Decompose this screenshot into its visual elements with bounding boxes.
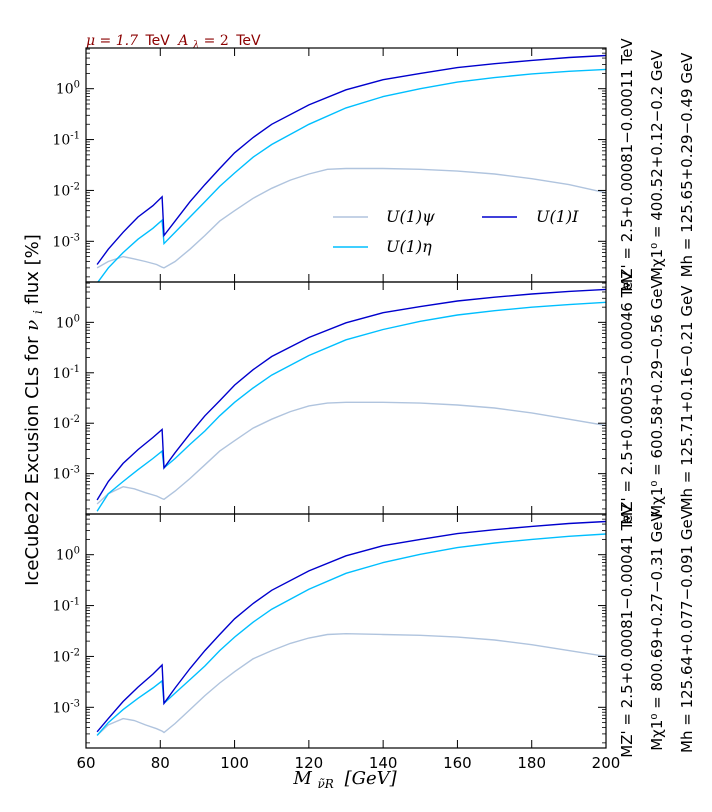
legend-label-eta: U(1)η bbox=[386, 237, 432, 256]
legend: U(1)ψ U(1)η U(1)I bbox=[333, 207, 579, 256]
y-tick-label: 10-1 bbox=[52, 131, 80, 149]
x-tick-label: 60 bbox=[76, 754, 95, 772]
series-line-2 bbox=[96, 533, 606, 736]
side-labels: MZ' = 2.5+0.00081−0.00011 TeV Mχ1⁰ = 400.… bbox=[618, 38, 696, 758]
y-axis-label: IceCube22 Excusion CLs for ν i flux [%] bbox=[22, 234, 47, 586]
y-tick-label: 10-1 bbox=[52, 597, 80, 615]
y-tick-label: 100 bbox=[56, 546, 80, 564]
x-tick-label: 140 bbox=[369, 754, 398, 772]
y-tick-label: 10-2 bbox=[52, 414, 80, 432]
header-mu: μ = 1.7 bbox=[86, 33, 138, 49]
panel-label-mz: MZ' = 2.5+0.00081−0.00041 TeV bbox=[618, 504, 636, 758]
series-line-1 bbox=[96, 632, 606, 736]
x-axis-label-main: M bbox=[292, 768, 312, 789]
series-line-1 bbox=[96, 401, 606, 505]
y-tick-label: 10-2 bbox=[52, 647, 80, 665]
y-axis-label-pre: IceCube22 Excusion CLs for bbox=[22, 331, 43, 586]
x-tick-label: 80 bbox=[151, 754, 170, 772]
x-tick-label: 160 bbox=[443, 754, 472, 772]
panel-label-mh: Mh = 125.65+0.29−0.49 GeV bbox=[678, 52, 696, 278]
y-tick-label: 100 bbox=[56, 313, 80, 331]
y-tick-label: 10-3 bbox=[52, 698, 80, 716]
panel-label-mchi: Mχ1⁰ = 400.52+0.12−0.2 GeV bbox=[648, 49, 666, 280]
panel-3: 100 10-1 10-2 10-3 60 80 100 120 140 160 180 200 bbox=[52, 513, 621, 772]
series-line-2 bbox=[97, 68, 606, 282]
series-line-3 bbox=[96, 54, 606, 265]
header-alambda-eq: = 2 bbox=[204, 33, 229, 49]
panel-1: 100 10-1 10-2 10-3 bbox=[52, 47, 607, 283]
y-tick-label: 10-1 bbox=[52, 364, 80, 382]
legend-label-psi: U(1)ψ bbox=[386, 207, 435, 226]
panel-label-mh: Mh = 125.64+0.077−0.091 GeV bbox=[678, 508, 696, 753]
panel-2: 100 10-1 10-2 10-3 bbox=[52, 281, 607, 515]
y-tick-label: 10-2 bbox=[52, 181, 80, 199]
panel-frame bbox=[85, 281, 607, 515]
y-tick-label: 10-3 bbox=[52, 465, 80, 483]
x-axis-label-unit: [GeV] bbox=[345, 768, 398, 789]
y-tick-label: 10-3 bbox=[52, 232, 80, 250]
panel-frame bbox=[85, 513, 607, 749]
series-line-1 bbox=[96, 167, 606, 269]
panel-label-mchi: Mχ1⁰ = 600.58+0.29−0.56 GeV bbox=[648, 277, 666, 517]
header-mu-unit: TeV bbox=[144, 33, 170, 49]
series-line-3 bbox=[96, 520, 606, 733]
header-alambda-unit: TeV bbox=[235, 33, 261, 49]
panel-label-mchi: Mχ1⁰ = 800.69+0.27−0.31 GeV bbox=[648, 510, 666, 750]
panel-label-mz: MZ' = 2.5+0.00081−0.00011 TeV bbox=[618, 38, 636, 292]
series-line-3 bbox=[96, 288, 606, 501]
x-axis-label: M ν̃R [GeV] bbox=[292, 768, 397, 793]
series-line-2 bbox=[96, 301, 606, 512]
y-axis-label-sub: i bbox=[31, 310, 45, 314]
y-axis-label-nu: ν bbox=[22, 320, 43, 331]
panels-group: 100 10-1 10-2 10-3 100 10-1 10-2 10-3 100 10-1 10-… bbox=[52, 47, 621, 772]
x-axis-label-sub: ν̃R bbox=[318, 777, 334, 791]
y-axis-label-post: flux [%] bbox=[22, 234, 43, 304]
chart-header: μ = 1.7 TeV A λ = 2 TeV bbox=[86, 33, 261, 52]
x-tick-label: 180 bbox=[517, 754, 546, 772]
y-tick-label: 100 bbox=[56, 80, 80, 98]
x-tick-label: 200 bbox=[592, 754, 621, 772]
legend-label-I: U(1)I bbox=[536, 207, 579, 226]
x-tick-label: 120 bbox=[295, 754, 324, 772]
panel-label-mh: Mh = 125.71+0.16−0.21 GeV bbox=[678, 285, 696, 511]
header-alambda-sub: λ bbox=[192, 40, 199, 51]
x-tick-label: 100 bbox=[220, 754, 249, 772]
header-alambda: A bbox=[176, 33, 188, 49]
panel-label-mz: MZ' = 2.5+0.00053−0.00046 TeV bbox=[618, 271, 636, 525]
